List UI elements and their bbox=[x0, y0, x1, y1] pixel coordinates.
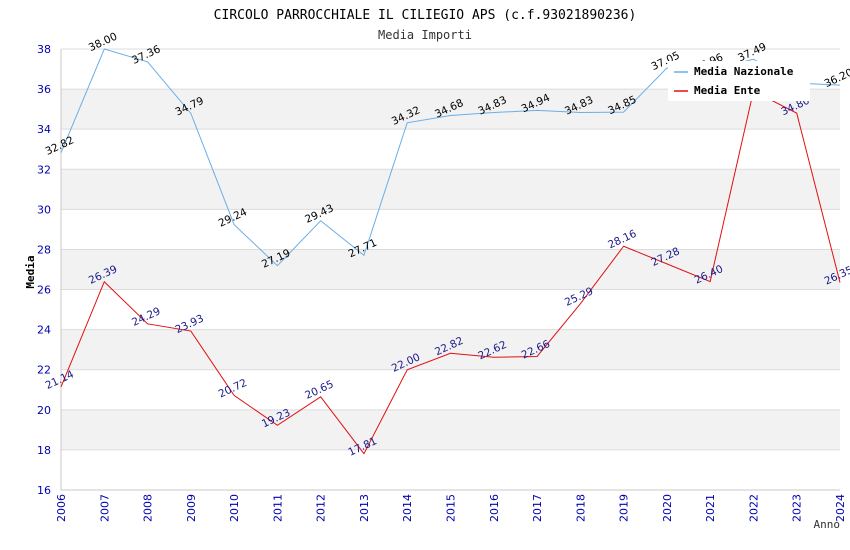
y-tick-label: 38 bbox=[37, 43, 51, 56]
y-tick-label: 18 bbox=[37, 444, 51, 457]
grid-band bbox=[61, 329, 840, 370]
x-tick-label: 2024 bbox=[834, 494, 847, 522]
x-tick-label: 2013 bbox=[358, 494, 371, 522]
y-tick-label: 32 bbox=[37, 163, 51, 176]
axes bbox=[60, 49, 840, 491]
y-tick-label: 26 bbox=[37, 284, 51, 297]
x-tick-label: 2019 bbox=[618, 494, 631, 522]
grid-band bbox=[61, 409, 840, 450]
grid-band bbox=[61, 449, 840, 490]
x-tick-label: 2011 bbox=[271, 494, 284, 522]
legend: Media Nazionale Media Ente bbox=[668, 61, 810, 101]
grid-bands bbox=[61, 49, 840, 490]
x-tick-label: 2015 bbox=[445, 494, 458, 522]
x-tick-label: 2008 bbox=[142, 494, 155, 522]
x-axis-label: Anno bbox=[814, 518, 841, 531]
y-tick-label: 22 bbox=[37, 364, 51, 377]
chart-title: CIRCOLO PARROCCHIALE IL CILIEGIO APS (c.… bbox=[214, 8, 637, 23]
x-tick-label: 2017 bbox=[531, 494, 544, 522]
legend-label-media-nazionale: Media Nazionale bbox=[694, 65, 794, 78]
grid-band bbox=[61, 169, 840, 210]
y-tick-label: 24 bbox=[37, 324, 51, 337]
x-tick-labels: 2006 2007 2008 2009 2010 2011 2012 2013 2014 2015… bbox=[55, 494, 847, 522]
x-tick-label: 2014 bbox=[401, 494, 414, 522]
y-tick-label: 30 bbox=[37, 203, 51, 216]
y-tick-label: 34 bbox=[37, 123, 51, 136]
y-tick-label: 16 bbox=[37, 484, 51, 497]
x-tick-label: 2020 bbox=[661, 494, 674, 522]
x-tick-label: 2009 bbox=[185, 494, 198, 522]
chart-subtitle: Media Importi bbox=[378, 28, 472, 42]
grid-band bbox=[61, 249, 840, 290]
x-tick-label: 2006 bbox=[55, 494, 68, 522]
x-tick-label: 2012 bbox=[315, 494, 328, 522]
x-tick-label: 2018 bbox=[574, 494, 587, 522]
grid-band bbox=[61, 369, 840, 410]
y-tick-labels: 16 18 20 22 24 26 28 30 32 34 36 38 bbox=[37, 43, 51, 497]
x-tick-label: 2007 bbox=[98, 494, 111, 522]
x-tick-label: 2016 bbox=[488, 494, 501, 522]
y-axis-label: Media bbox=[24, 255, 37, 288]
grid-band bbox=[61, 129, 840, 170]
x-tick-label: 2010 bbox=[228, 494, 241, 522]
grid-band bbox=[61, 289, 840, 330]
y-tick-label: 20 bbox=[37, 404, 51, 417]
x-tick-label: 2021 bbox=[704, 494, 717, 522]
x-tick-label: 2023 bbox=[791, 494, 804, 522]
legend-box bbox=[668, 61, 810, 101]
legend-label-media-ente: Media Ente bbox=[694, 84, 761, 97]
x-tick-label: 2022 bbox=[747, 494, 760, 522]
grid-band bbox=[61, 209, 840, 250]
y-tick-label: 28 bbox=[37, 243, 51, 256]
y-tick-label: 36 bbox=[37, 83, 51, 96]
series-line-media-ente bbox=[60, 90, 841, 455]
